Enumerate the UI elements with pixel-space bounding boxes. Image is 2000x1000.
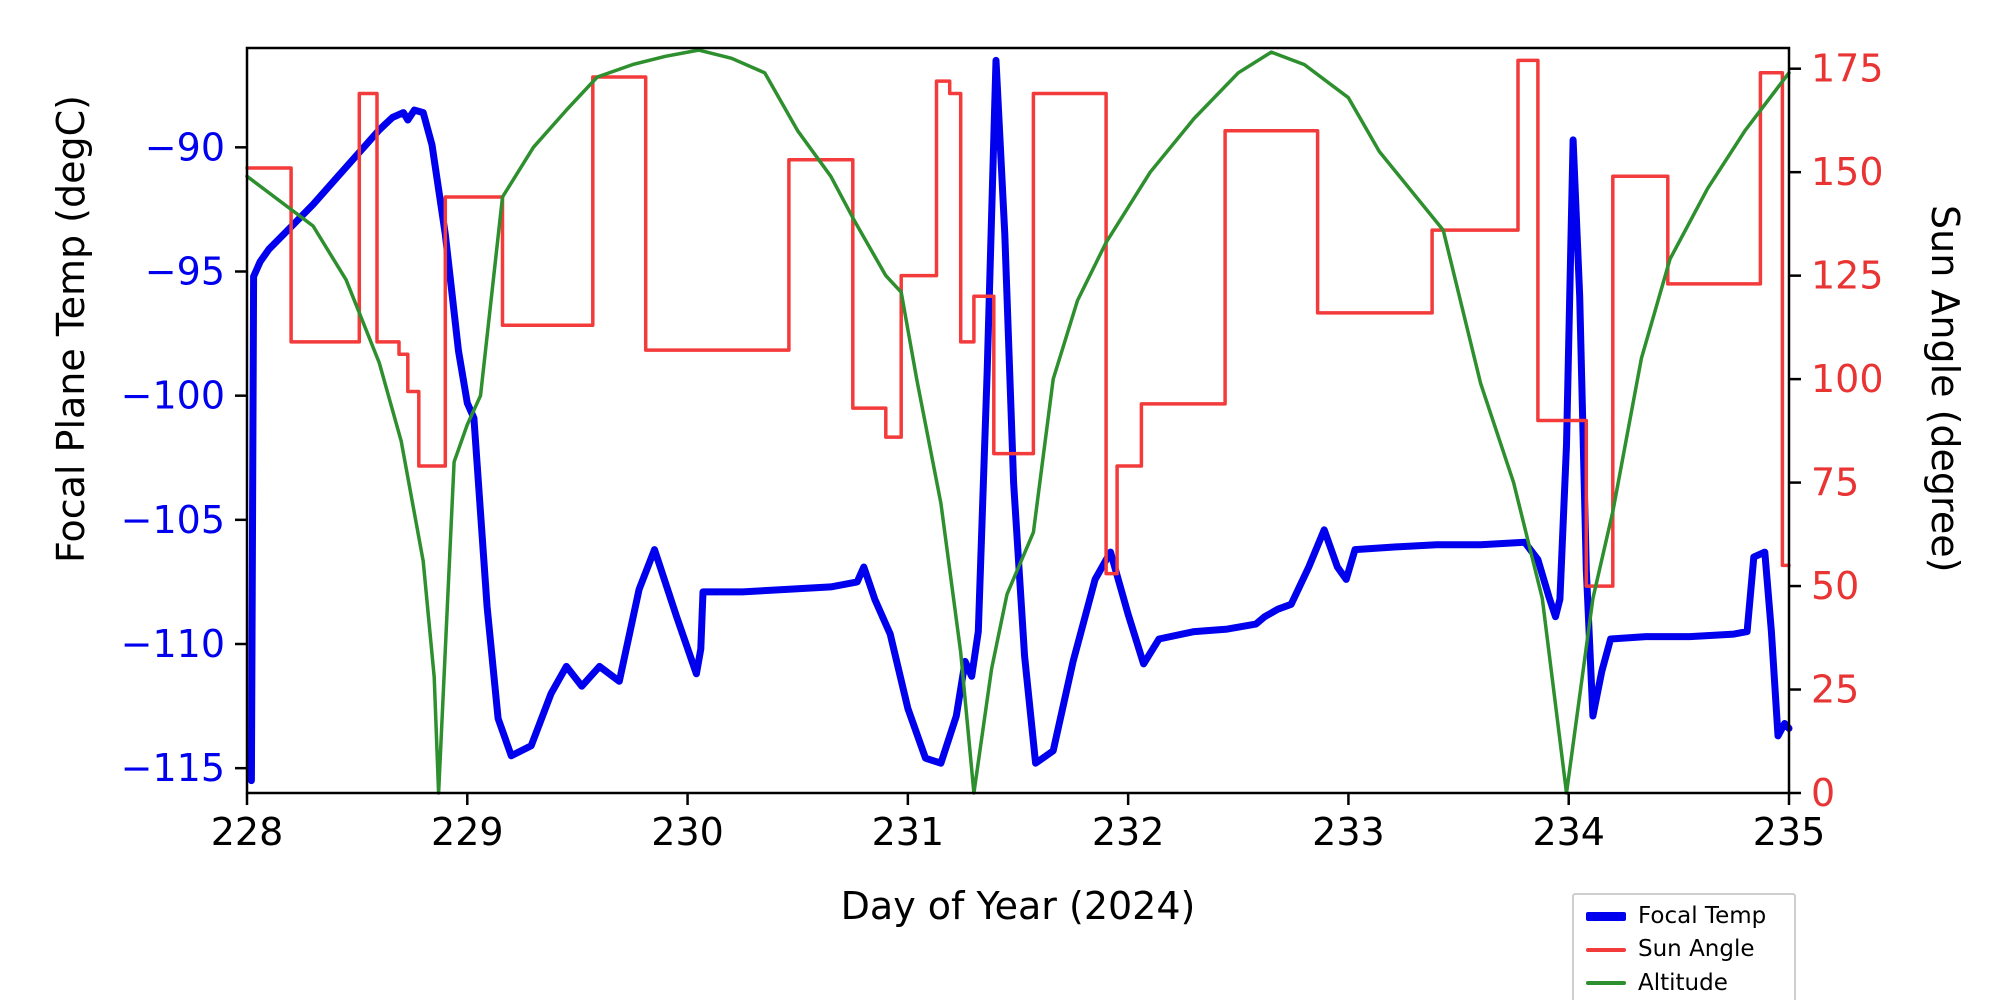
x-tick-label: 228 — [211, 810, 284, 854]
legend-item-altitude: Altitude — [1586, 970, 1782, 996]
y-axis-label-right: Sun Angle (degree) — [1923, 205, 1967, 573]
legend-item-sun-angle: Sun Angle — [1586, 936, 1782, 962]
legend-swatch-sun-angle-line — [1586, 947, 1626, 952]
series-line-altitude — [245, 48, 1791, 795]
axes-frame — [245, 46, 1791, 795]
x-axis-ticks: 228 229 230 231 232 233 234 235 — [211, 793, 1826, 854]
y-axis-left-ticks: −115 −110 −105 −100 −95 −90 — [121, 125, 247, 790]
legend-swatch-focal-temp-line — [1586, 911, 1626, 921]
series-layer — [245, 48, 1793, 795]
y-left-tick-label: −100 — [121, 374, 225, 418]
y-left-tick-label: −105 — [121, 498, 225, 542]
y-axis-right-ticks: 0 25 50 75 100 125 150 175 — [1789, 47, 1884, 815]
y-right-tick-label: 25 — [1811, 668, 1859, 712]
legend-swatch-altitude-line — [1586, 981, 1626, 986]
y-right-tick-label: 100 — [1811, 357, 1884, 401]
y-left-tick-label: −90 — [145, 125, 225, 169]
y-left-tick-label: −115 — [121, 746, 225, 790]
legend-label-focal-temp: Focal Temp — [1638, 903, 1767, 929]
series-line-focal-temp — [247, 56, 1793, 785]
legend-item-focal-temp: Focal Temp — [1586, 903, 1782, 929]
x-tick-label: 235 — [1753, 810, 1826, 854]
y-right-tick-label: 75 — [1811, 461, 1859, 505]
y-right-tick-label: 125 — [1811, 254, 1884, 298]
x-tick-label: 234 — [1532, 810, 1605, 854]
y-left-tick-label: −110 — [121, 622, 225, 666]
x-tick-label: 231 — [872, 810, 945, 854]
x-tick-label: 229 — [431, 810, 504, 854]
y-right-tick-label: 150 — [1811, 150, 1884, 194]
y-right-tick-label: 175 — [1811, 47, 1884, 91]
y-left-tick-label: −95 — [145, 250, 225, 294]
y-right-tick-label: 50 — [1811, 564, 1859, 608]
y-right-tick-label: 0 — [1811, 771, 1835, 815]
series-line-sun-angle — [245, 58, 1791, 588]
legend-label-sun-angle: Sun Angle — [1638, 936, 1755, 963]
x-axis-label: Day of Year (2024) — [840, 884, 1196, 928]
x-tick-label: 230 — [651, 810, 724, 854]
legend: Focal Temp Sun Angle Altitude — [1572, 893, 1796, 1000]
legend-label-altitude: Altitude — [1638, 969, 1728, 996]
x-tick-label: 232 — [1092, 810, 1165, 854]
y-axis-label-left: Focal Plane Temp (degC) — [49, 95, 93, 564]
x-tick-label: 233 — [1312, 810, 1385, 854]
